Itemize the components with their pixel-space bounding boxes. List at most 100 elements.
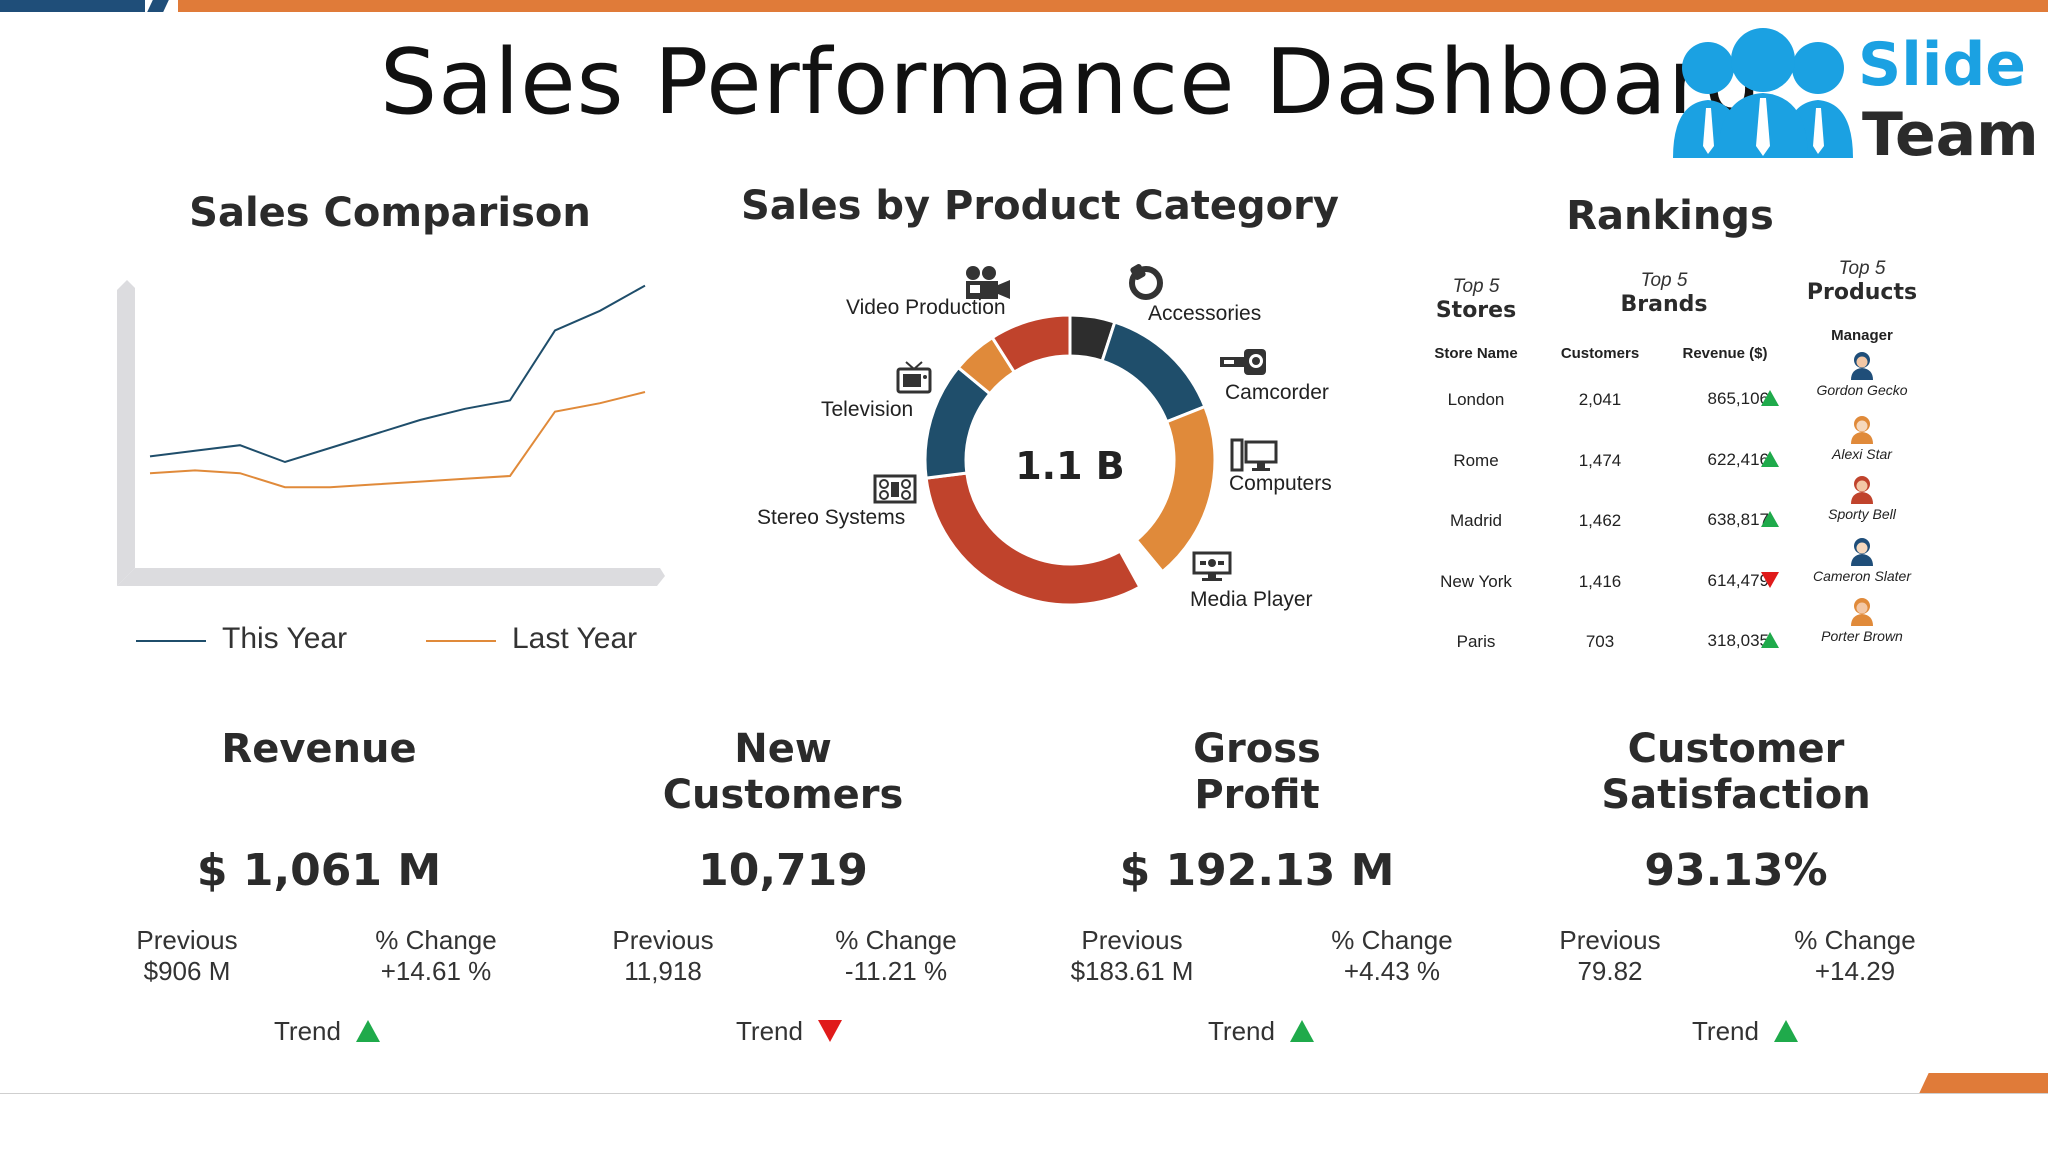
- table-cell-revenue: 638,817: [1707, 510, 1769, 529]
- kpi-customer-satisfaction-value: 93.13%: [1644, 845, 1828, 896]
- kpi-customer-satisfaction-title-line1: Customer: [1627, 726, 1845, 772]
- kpi-gross-profit-title-line2: Profit: [1194, 772, 1320, 818]
- video-camera-icon: [966, 266, 1010, 299]
- table-cell-store: Madrid: [1450, 511, 1502, 530]
- table-cell-customers: 1,474: [1578, 451, 1622, 470]
- col-header-manager: Manager: [1831, 327, 1893, 344]
- kpi-revenue-value: $ 1,061 M: [196, 845, 442, 896]
- slideteam-logo: Slide Team: [1668, 28, 2039, 170]
- table-cell-revenue: 865,106: [1707, 389, 1769, 408]
- rank-group-brands: Top 5 Brands: [1594, 270, 1734, 317]
- bottom-accent-bar: [1919, 1073, 2048, 1093]
- trend-up-icon: [1290, 1020, 1314, 1042]
- trend-up-icon: [1774, 1020, 1798, 1042]
- legend-last-year-swatch: [426, 640, 496, 642]
- kpi-new-customers-trend-label: Trend: [736, 1016, 803, 1046]
- kpi-new-customers-change-label: % Change: [835, 925, 957, 955]
- trend-down-icon: [818, 1020, 842, 1042]
- kpi-gross-profit-title-line1: Gross: [1193, 726, 1321, 772]
- sales-comparison-line-chart: [117, 280, 665, 586]
- people-logo-icon: [1673, 28, 1853, 158]
- table-cell-store: Rome: [1453, 451, 1499, 470]
- kpi-gross-profit-previous-value: $183.61 M: [1070, 956, 1194, 986]
- logo-word-team: Team: [1862, 100, 2039, 170]
- kpi-new-customers-value: 10,719: [698, 845, 868, 896]
- trend-up-icon: [356, 1020, 380, 1042]
- kpi-customer-satisfaction-change-label: % Change: [1794, 925, 1916, 955]
- kpi-revenue-trend-label: Trend: [274, 1016, 341, 1046]
- kpi-revenue-previous-value: $906 M: [143, 956, 231, 986]
- kpi-revenue-title-line1: Revenue: [221, 726, 417, 772]
- rank-group-brands-top: Top 5: [1640, 270, 1688, 291]
- table-cell-customers: 2,041: [1578, 390, 1622, 409]
- label-computers: Computers: [1229, 472, 1332, 495]
- kpi-new-customers-previous-label: Previous: [612, 925, 714, 955]
- label-media-player: Media Player: [1190, 588, 1313, 611]
- rank-group-products-name: Products: [1806, 280, 1918, 305]
- chart-x-axis-floor: [117, 568, 665, 586]
- kpi-gross-profit-value: $ 192.13 M: [1119, 845, 1395, 896]
- rankings-title: Rankings: [1566, 193, 1774, 239]
- manager-name: Gordon Gecko: [1816, 382, 1908, 398]
- rank-group-stores-name: Stores: [1435, 298, 1517, 323]
- kpi-customer-satisfaction-previous-label: Previous: [1559, 925, 1661, 955]
- rank-group-stores: Top 5 Stores: [1406, 276, 1546, 323]
- table-cell-customers: 703: [1585, 632, 1615, 651]
- kpi-customer-satisfaction-title-line2: Satisfaction: [1601, 772, 1871, 818]
- legend-this-year-swatch: [136, 640, 206, 642]
- trend-up-icon: [1761, 390, 1779, 406]
- smartwatch-icon: [1129, 264, 1163, 300]
- legend-this-year: This Year: [136, 622, 436, 662]
- col-header-customers: Customers: [1560, 345, 1640, 362]
- kpi-customer-satisfaction-change-value: +14.29: [1814, 956, 1896, 986]
- donut-slice: [924, 471, 1142, 607]
- donut-slice: [1100, 320, 1207, 424]
- kpi-revenue-previous-label: Previous: [136, 925, 238, 955]
- donut-slice: [990, 313, 1072, 375]
- table-cell-customers: 1,416: [1578, 572, 1622, 591]
- top-bar-dark: [0, 0, 145, 12]
- logo-word-slide: Slide: [1858, 30, 2026, 100]
- manager-avatar-icon: [1851, 598, 1873, 626]
- kpi-new-customers-previous-value: 11,918: [624, 956, 702, 986]
- col-header-store: Store Name: [1434, 345, 1518, 362]
- series-line-this-year: [149, 284, 646, 464]
- kpi-revenue-change-value: +14.61 %: [380, 956, 492, 986]
- rank-group-products: Top 5 Products: [1792, 258, 1932, 305]
- kpi-new-customers-change-value: -11.21 %: [844, 956, 948, 986]
- manager-name: Porter Brown: [1821, 628, 1903, 644]
- donut-slice: [1134, 404, 1217, 574]
- label-television: Television: [821, 398, 914, 421]
- page-title: Sales Performance Dashboard: [380, 30, 1763, 135]
- manager-avatar-icon: [1851, 538, 1873, 566]
- rank-group-stores-top: Top 5: [1452, 276, 1500, 297]
- product-category-title: Sales by Product Category: [741, 183, 1339, 229]
- kpi-gross-profit-trend-label: Trend: [1208, 1016, 1275, 1046]
- product-category-donut-chart: [923, 313, 1217, 607]
- rank-group-brands-name: Brands: [1620, 292, 1708, 317]
- table-cell-customers: 1,462: [1578, 511, 1622, 530]
- chart-y-axis-wall: [117, 280, 135, 586]
- sales-comparison-title: Sales Comparison: [189, 190, 591, 236]
- television-icon: [896, 361, 932, 394]
- col-header-revenue: Revenue ($): [1682, 345, 1768, 362]
- label-video-production: Video Production: [846, 296, 1006, 319]
- kpi-customer-satisfaction-trend-label: Trend: [1692, 1016, 1759, 1046]
- kpi-revenue-change-label: % Change: [375, 925, 497, 955]
- top-bar-dark-slash: [147, 0, 169, 12]
- kpi-customer-satisfaction-previous-value: 79.82: [1577, 956, 1643, 986]
- table-cell-store: Paris: [1456, 632, 1496, 651]
- table-cell-revenue: 622,416: [1707, 450, 1769, 469]
- legend-last-year: Last Year: [426, 622, 726, 662]
- trend-up-icon: [1761, 632, 1779, 648]
- table-cell-store: London: [1447, 390, 1505, 409]
- rank-group-products-top: Top 5: [1838, 258, 1886, 279]
- stereo-system-icon: [873, 474, 917, 504]
- kpi-new-customers-title-line2: Customers: [662, 772, 904, 818]
- manager-avatar-icon: [1851, 476, 1873, 504]
- manager-name: Cameron Slater: [1812, 568, 1912, 584]
- kpi-gross-profit-previous-label: Previous: [1081, 925, 1183, 955]
- trend-up-icon: [1761, 451, 1779, 467]
- kpi-new-customers-title-line1: New: [734, 726, 832, 772]
- legend-last-year-label: Last Year: [512, 622, 638, 655]
